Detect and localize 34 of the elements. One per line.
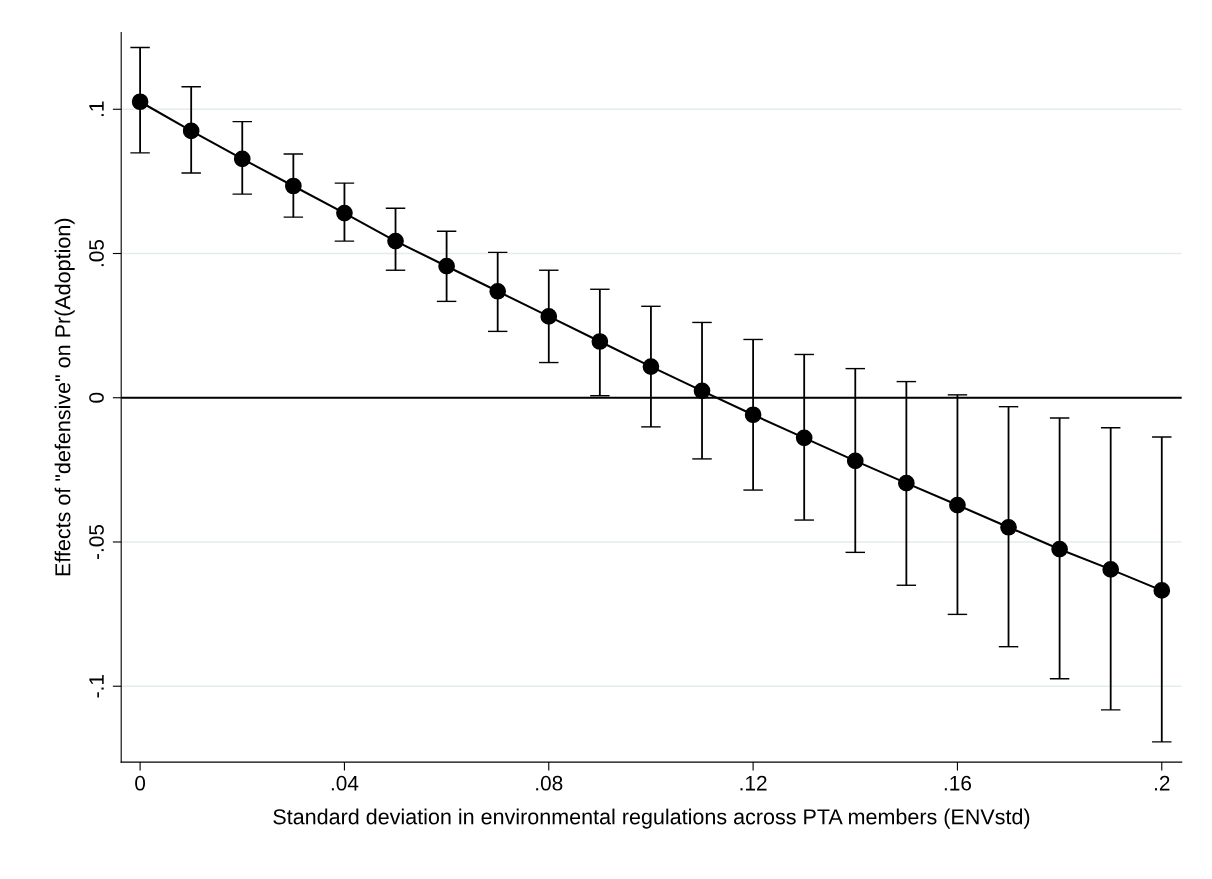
y-tick-label: .05 [89, 239, 104, 267]
y-tick-label: -.05 [89, 524, 104, 559]
point [846, 452, 864, 470]
point [131, 93, 149, 111]
x-tick-label: .04 [331, 775, 359, 791]
point [1000, 518, 1017, 536]
point [744, 406, 762, 424]
point [233, 150, 251, 168]
point [285, 177, 302, 195]
point [540, 308, 558, 325]
y-axis-title: Effects of "defensive" on Pr(Adoption) [54, 218, 75, 576]
x-tick-label: .2 [1154, 775, 1170, 791]
x-tick-label: .12 [740, 775, 767, 791]
point [182, 122, 200, 140]
x-tick-label: 0 [135, 775, 146, 791]
x-tick-label: .16 [944, 775, 972, 791]
x-tick-label: .08 [536, 775, 563, 791]
point [387, 232, 404, 250]
point [336, 204, 353, 222]
point [1051, 540, 1068, 558]
point [591, 333, 609, 350]
point [693, 382, 711, 400]
y-tick-label: .1 [89, 101, 104, 117]
point [642, 358, 660, 375]
point [795, 429, 813, 447]
y-tick-label: 0 [89, 392, 104, 403]
point [898, 474, 915, 492]
point [1153, 582, 1171, 599]
point [489, 282, 507, 300]
y-tick-label: -.1 [89, 675, 104, 698]
point [1102, 561, 1120, 578]
x-axis-title: Standard deviation in environmental regulations across PTA members (ENVstd) [273, 808, 1030, 829]
point [438, 257, 455, 275]
point [949, 496, 966, 514]
